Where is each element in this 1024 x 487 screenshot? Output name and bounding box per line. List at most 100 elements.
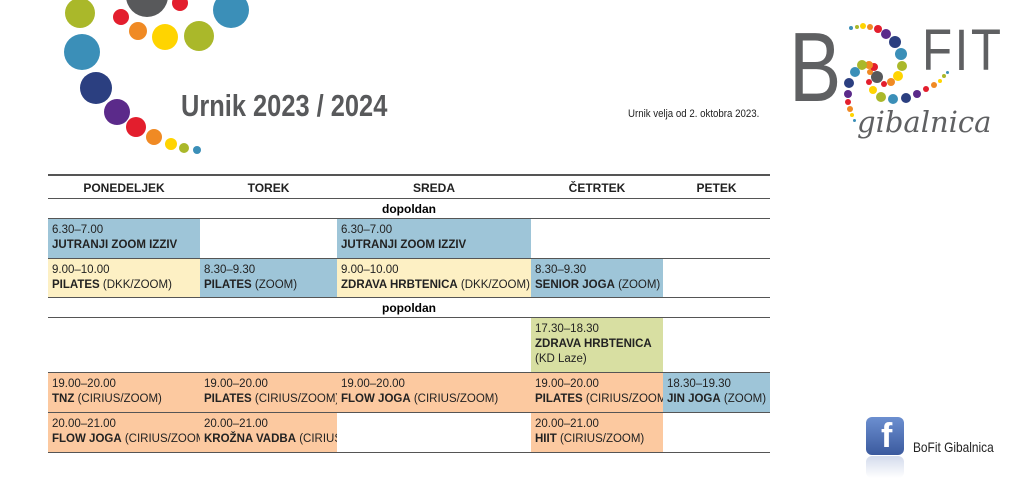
decorative-dot <box>172 0 188 11</box>
logo-dot <box>849 26 853 30</box>
empty-cell <box>48 318 200 372</box>
table-row: 9.00–10.00 PILATES (DKK/ZOOM) 8.30–9.30 PIL… <box>48 259 770 298</box>
class-time: 17.30–18.30 <box>535 323 599 335</box>
logo-fit: FIT <box>922 18 1004 83</box>
class-location: (ZOOM) <box>254 279 298 291</box>
day-header: TOREK <box>247 181 290 195</box>
class-name: PILATES <box>204 393 252 405</box>
class-cell: 19.00–20.00 PILATES (CIRIUS/ZOOM) <box>200 373 337 412</box>
logo-dot <box>897 61 907 71</box>
empty-cell <box>663 318 770 372</box>
logo-dot <box>923 86 929 92</box>
logo-dot <box>942 74 946 78</box>
class-cell: 9.00–10.00 ZDRAVA HRBTENICA (DKK/ZOOM) <box>337 259 531 297</box>
logo-dot <box>844 78 854 88</box>
class-name: PILATES <box>535 393 583 405</box>
class-name: KROŽNA VADBA <box>204 433 296 445</box>
logo-dot <box>860 23 866 29</box>
table-row: 6.30–7.00 JUTRANJI ZOOM IZZIV 6.30–7.00 JUT… <box>48 219 770 259</box>
logo-dot <box>901 93 911 103</box>
class-name: FLOW JOGA <box>52 433 122 445</box>
logo-dot <box>850 113 854 117</box>
decorative-dot <box>213 0 249 28</box>
class-location: (CIRIUS/ZOOM) <box>413 393 499 405</box>
class-cell: 9.00–10.00 PILATES (DKK/ZOOM) <box>48 259 200 297</box>
header-row: PONEDELJEK TOREK SREDA ČETRTEK PETEK <box>48 175 770 199</box>
day-header: ČETRTEK <box>568 181 626 195</box>
facebook-icon-reflection <box>866 456 904 478</box>
class-time: 19.00–20.00 <box>341 378 405 390</box>
decorative-dot <box>65 0 95 28</box>
class-cell: 6.30–7.00 JUTRANJI ZOOM IZZIV <box>337 219 531 258</box>
empty-cell <box>200 219 337 258</box>
class-time: 19.00–20.00 <box>52 378 116 390</box>
logo-dot <box>845 99 851 105</box>
class-time: 6.30–7.00 <box>52 224 104 236</box>
class-time: 18.30–19.30 <box>667 378 731 390</box>
class-name: PILATES <box>52 279 100 291</box>
logo-dot <box>887 78 895 86</box>
day-header: PONEDELJEK <box>83 181 165 195</box>
class-cell: 19.00–20.00 FLOW JOGA (CIRIUS/ZOOM) <box>337 373 531 412</box>
class-name: JIN JOGA <box>667 393 721 405</box>
logo-dot <box>913 90 921 98</box>
section-row: dopoldan <box>48 199 770 219</box>
class-time: 20.00–21.00 <box>204 418 268 430</box>
logo-dot <box>881 29 891 39</box>
class-time: 8.30–9.30 <box>204 264 256 276</box>
logo-dot <box>871 71 883 83</box>
decorative-dot <box>126 0 168 17</box>
class-location: (DKK/ZOOM) <box>460 279 530 291</box>
decorative-dot <box>179 143 189 153</box>
logo-dot <box>867 69 873 75</box>
day-header: PETEK <box>696 181 737 195</box>
logo-dot <box>874 25 882 33</box>
logo-dot <box>869 86 877 94</box>
logo-dot <box>855 25 859 29</box>
class-location: (CIRIUS/ZOOM) <box>254 393 337 405</box>
facebook-icon[interactable]: f <box>866 417 904 455</box>
day-header: SREDA <box>412 181 455 195</box>
class-name: SENIOR JOGA <box>535 279 615 291</box>
class-cell: 18.30–19.30 JIN JOGA (ZOOM) <box>663 373 770 412</box>
logo-dot <box>847 106 853 112</box>
logo-dot <box>865 61 873 69</box>
empty-cell <box>663 219 770 258</box>
logo-dot <box>850 67 860 77</box>
table-row: 19.00–20.00 TNZ (CIRIUS/ZOOM) 19.00–20.00 P… <box>48 373 770 413</box>
class-cell: 20.00–21.00 HIIT (CIRIUS/ZOOM) <box>531 413 663 452</box>
class-location: (DKK/ZOOM) <box>102 279 172 291</box>
decorative-dot <box>104 99 130 125</box>
empty-cell <box>337 318 531 372</box>
class-location: (CIRIUS) <box>299 433 337 445</box>
decorative-dot <box>193 146 201 154</box>
class-time: 6.30–7.00 <box>341 224 393 236</box>
class-cell: 17.30–18.30 ZDRAVA HRBTENICA (KD Laze) <box>531 318 663 372</box>
logo-dot <box>893 71 903 81</box>
class-time: 8.30–9.30 <box>535 264 587 276</box>
class-name: ZDRAVA HRBTENICA <box>535 338 652 350</box>
bofit-logo: B FIT gibalnica <box>785 12 1015 150</box>
section-label: popoldan <box>382 301 436 315</box>
logo-dot <box>870 63 878 71</box>
class-cell: 19.00–20.00 TNZ (CIRIUS/ZOOM) <box>48 373 200 412</box>
empty-cell <box>200 318 337 372</box>
logo-dot <box>881 81 887 87</box>
class-name: JUTRANJI ZOOM IZZIV <box>341 239 467 251</box>
logo-gibalnica: gibalnica <box>857 105 992 139</box>
facebook-link[interactable]: BoFit Gibalnica <box>913 439 994 455</box>
logo-dot <box>876 92 886 102</box>
class-location: (CIRIUS/ZOOM) <box>124 433 200 445</box>
decorative-dot <box>165 138 177 150</box>
table-row: 17.30–18.30 ZDRAVA HRBTENICA (KD Laze) <box>48 318 770 373</box>
decorative-dot <box>152 24 178 50</box>
decorative-dot <box>113 9 129 25</box>
class-cell: 8.30–9.30 SENIOR JOGA (ZOOM) <box>531 259 663 297</box>
class-location: (ZOOM) <box>723 393 767 405</box>
class-time: 19.00–20.00 <box>535 378 599 390</box>
class-name: HIIT <box>535 433 557 445</box>
decorative-dot <box>184 21 214 51</box>
logo-letter-b: B <box>789 12 842 122</box>
logo-dot <box>866 79 872 85</box>
empty-cell <box>337 413 531 452</box>
